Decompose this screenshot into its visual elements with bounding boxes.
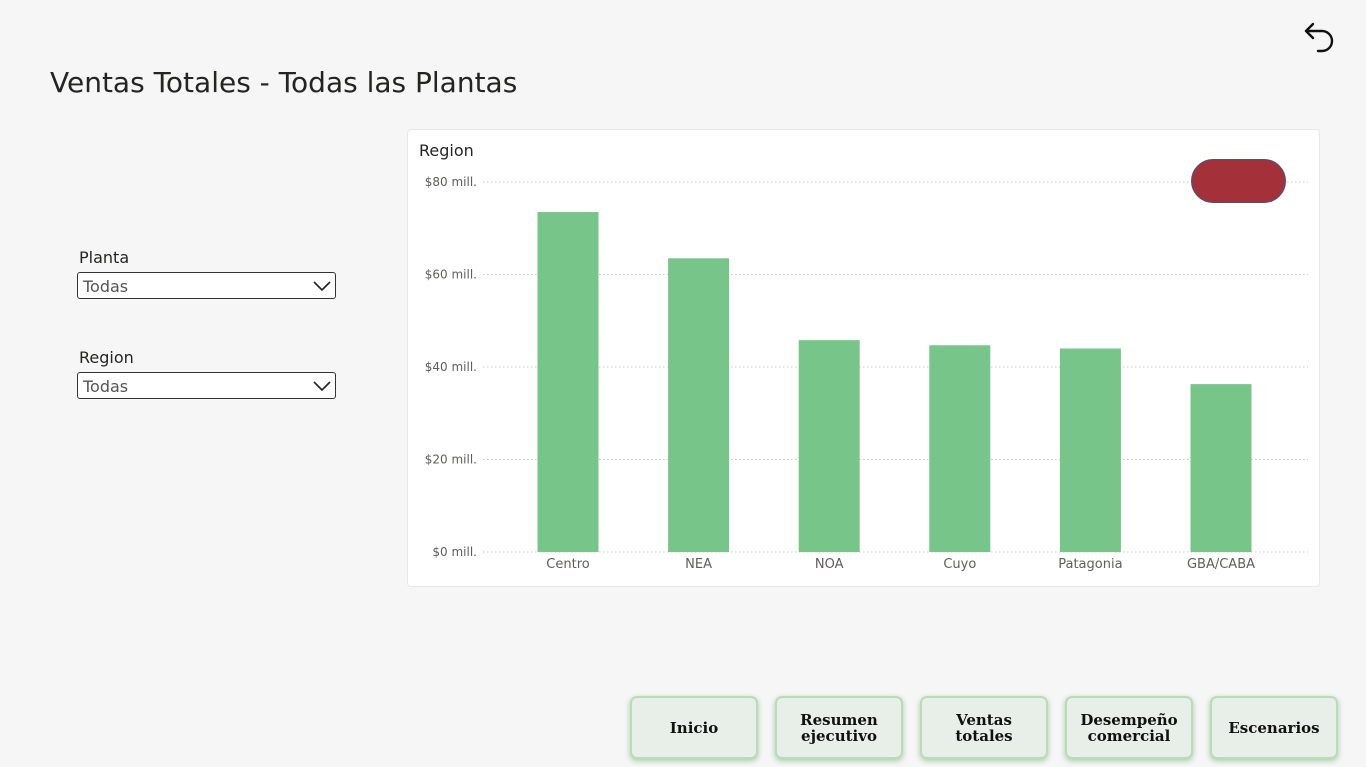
bar-centro[interactable] [537,212,599,552]
x-tick-label: Patagonia [1058,557,1122,572]
region-filter-label: Region [79,348,134,367]
x-tick-label: NEA [685,557,712,572]
back-arrow-icon [1304,22,1334,53]
y-tick-label: $60 mill. [425,268,477,282]
back-button[interactable] [1300,18,1340,58]
x-tick-label: GBA/CABA [1187,557,1255,572]
nav-button-desempeño-comercial[interactable]: Desempeño comercial [1065,696,1193,759]
region-sales-chart: Region $0 mill. $20 mill. $40 mill. $60 mil… [407,129,1320,587]
chevron-down-icon [313,281,331,292]
bar-patagonia[interactable] [1059,348,1121,553]
legend-toggle-button[interactable] [1191,159,1286,203]
planta-dropdown-value: Todas [83,277,129,296]
y-tick-label: $40 mill. [425,360,477,374]
bar-cuyo[interactable] [929,345,991,552]
page-title: Ventas Totales - Todas las Plantas [50,66,518,99]
x-tick-label: NOA [815,557,844,572]
region-dropdown-value: Todas [83,377,129,396]
bar-nea[interactable] [668,258,730,552]
x-tick-label: Centro [546,557,589,572]
region-dropdown[interactable]: Todas [77,372,336,399]
planta-dropdown[interactable]: Todas [77,272,336,299]
nav-button-resumen-ejecutivo[interactable]: Resumen ejecutivo [775,696,903,759]
planta-filter-label: Planta [79,248,130,267]
bar-noa[interactable] [798,340,860,552]
bar-chart-plot: $0 mill. $20 mill. $40 mill. $60 mill. $80 m… [425,175,1308,572]
chart-title: Region [419,141,474,160]
bar-gba-caba[interactable] [1190,384,1252,552]
y-tick-label: $20 mill. [425,453,477,467]
y-tick-label: $80 mill. [425,175,477,189]
x-tick-label: Cuyo [943,557,976,572]
nav-button-escenarios[interactable]: Escenarios [1210,696,1338,759]
y-tick-label: $0 mill. [432,545,477,559]
chevron-down-icon [313,381,331,392]
nav-button-ventas-totales[interactable]: Ventas totales [920,696,1048,759]
nav-button-inicio[interactable]: Inicio [630,696,758,759]
